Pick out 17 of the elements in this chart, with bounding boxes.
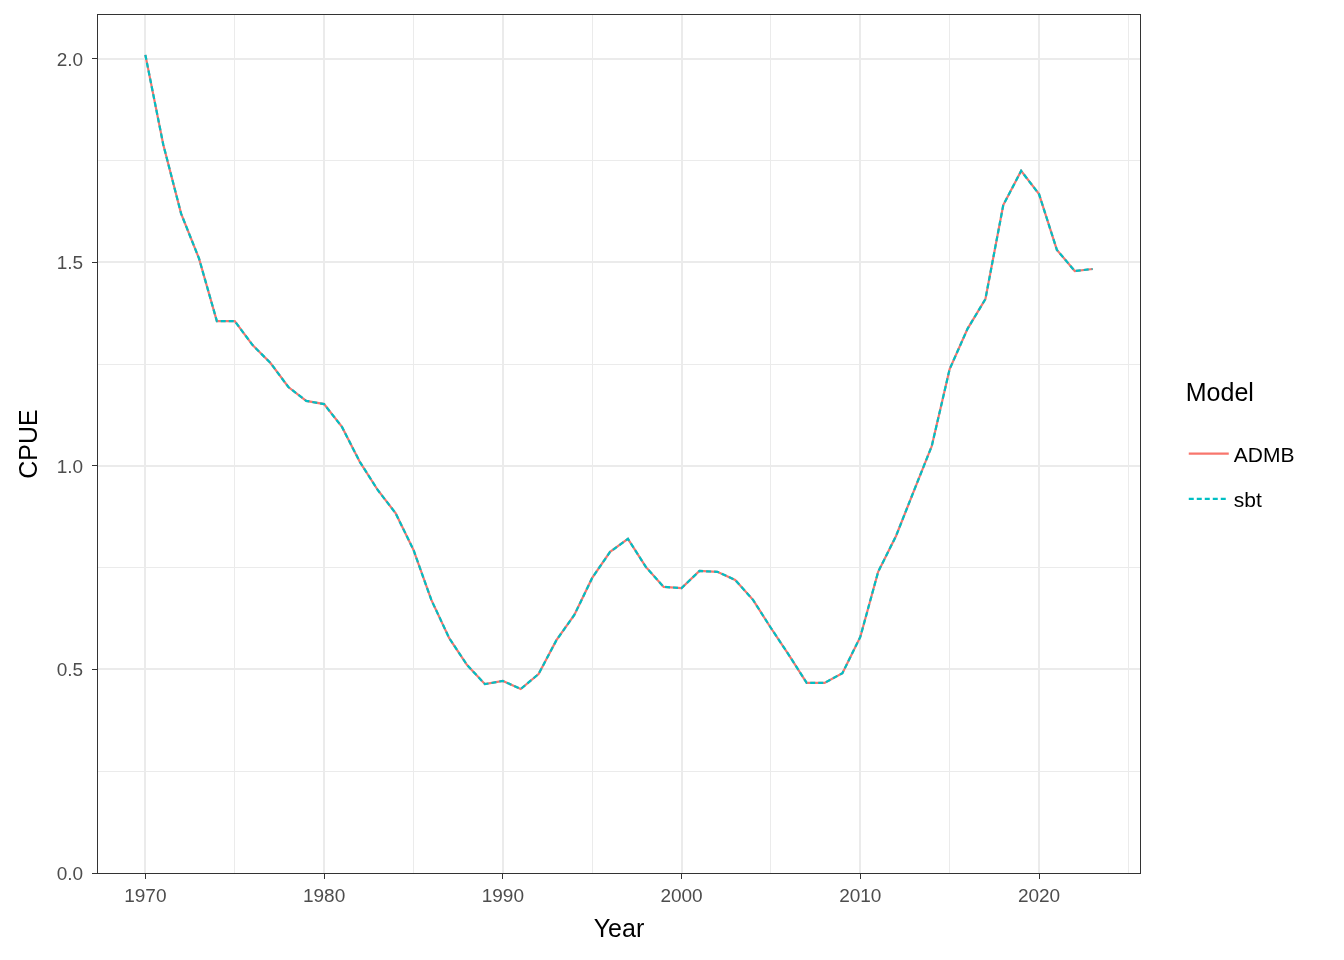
y-tick-label: 1.0 xyxy=(56,455,84,477)
x-tick-label: 2020 xyxy=(1017,884,1061,906)
y-tick-label: 0.5 xyxy=(56,659,84,681)
y-tick-label: 0.0 xyxy=(56,862,84,884)
x-tick-label: 2010 xyxy=(839,884,882,906)
y-axis-title: CPUE xyxy=(14,409,43,479)
line-series xyxy=(144,53,1094,691)
legend-label: sbt xyxy=(1233,488,1262,512)
x-tick-label: 1980 xyxy=(302,884,346,906)
legend-title: Model xyxy=(1185,378,1254,406)
y-tick-label: 2.0 xyxy=(56,48,84,70)
x-tick-label: 1970 xyxy=(124,884,167,906)
legend-label: ADMB xyxy=(1233,442,1295,466)
x-axis-title: Year xyxy=(593,913,645,942)
y-tick-label: 1.5 xyxy=(56,252,84,274)
x-tick-label: 1990 xyxy=(481,884,524,906)
x-tick-label: 2000 xyxy=(660,884,703,906)
